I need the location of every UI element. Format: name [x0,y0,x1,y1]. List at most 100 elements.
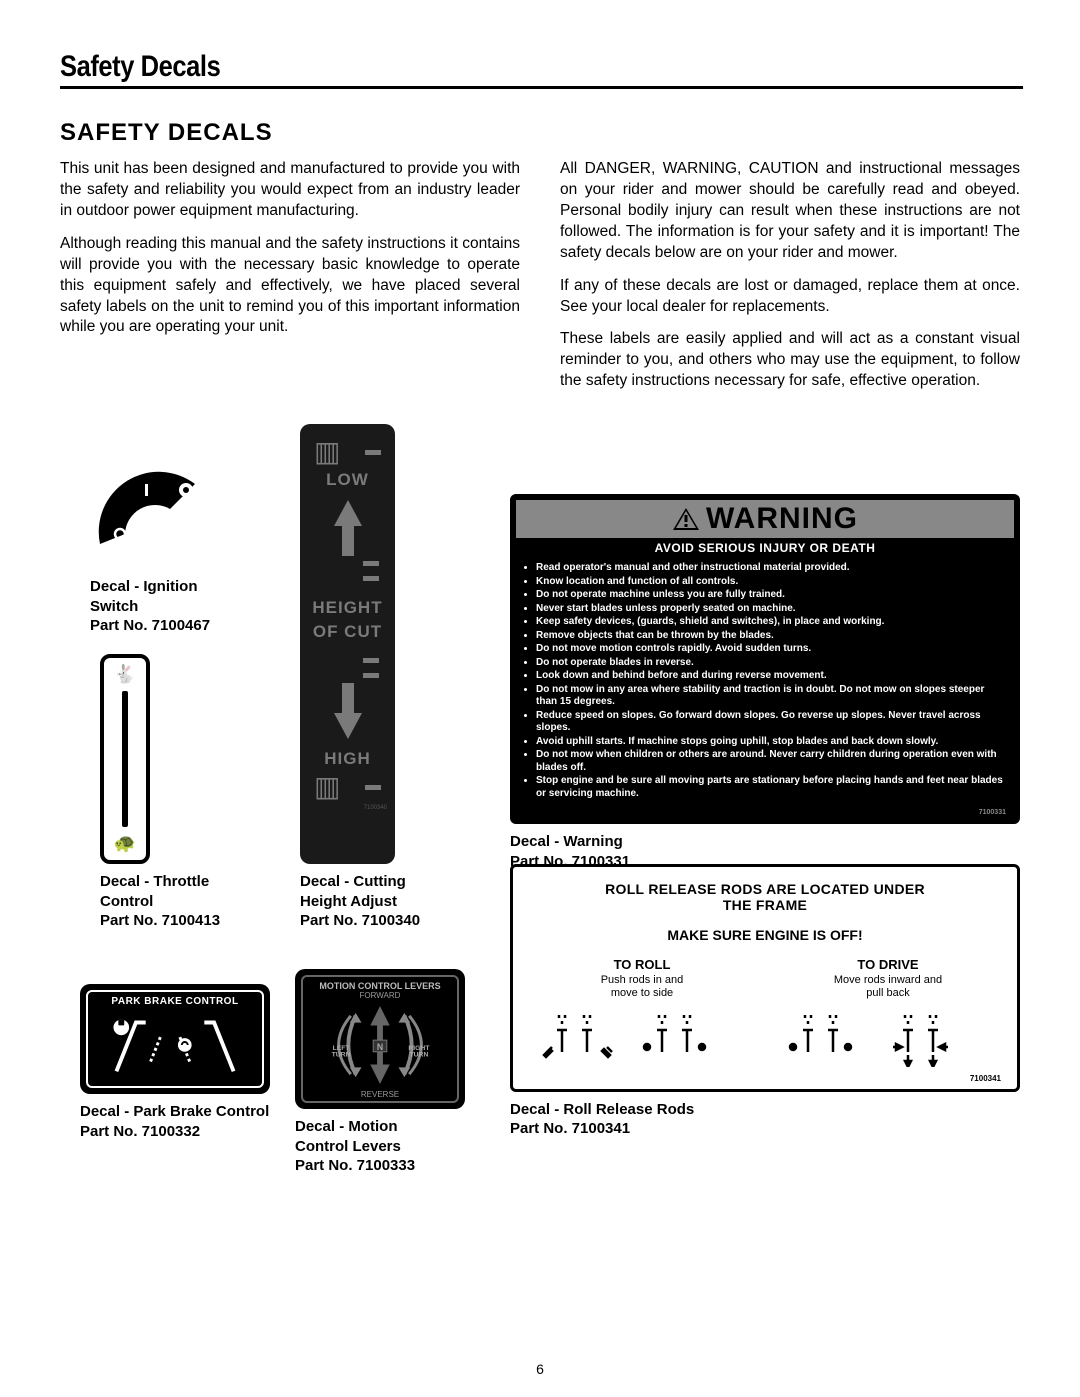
warning-banner-text: WARNING [706,502,858,536]
decal-caption: Decal - Ignition Switch Part No. 7100467 [90,577,210,636]
decal-ignition: Decal - Ignition Switch Part No. 7100467 [90,454,210,636]
roll-decal-icon: ROLL RELEASE RODS ARE LOCATED UNDER THE … [510,864,1020,1091]
motion-decal-icon: MOTION CONTROL LEVERS FORWARD N LEFT [295,969,465,1109]
parkbrake-diagram [92,1007,258,1079]
roll-toroll-diagram [529,1007,755,1067]
warning-bullet: Do not mow when children or others are a… [536,749,1004,774]
roll-todrive-diagram [775,1007,1001,1067]
decal-throttle: 🐇 🐢 Decal - Throttle Control Part No. 71… [100,654,220,931]
dash-group [308,653,387,683]
label-text: OF CUT [312,622,382,642]
caption-name: Decal - Ignition Switch [90,577,210,616]
decal-caption: Decal - Park Brake Control Part No. 7100… [80,1102,270,1141]
warning-bullet: Do not move motion controls rapidly. Avo… [536,643,1004,656]
height-decal-icon: ▥ LOW HEIGHT OF CUT HIGH ▥ [300,424,395,864]
svg-text:TURN: TURN [409,1052,428,1059]
warning-bullet: Keep safety devices, (guards, shield and… [536,616,1004,629]
warning-decal-icon: WARNING AVOID SERIOUS INJURY OR DEATH Re… [510,494,1020,824]
warning-bullet: Avoid uphill starts. If machine stops go… [536,736,1004,749]
dash-mark [365,785,381,790]
dash-mark [363,561,379,566]
caption-name: Decal - Park Brake Control [80,1102,270,1122]
roll-todrive-title: TO DRIVE [775,957,1001,972]
paragraph: If any of these decals are lost or damag… [560,276,1020,318]
height-high-label: HIGH [324,749,371,769]
grass-short-icon: ▥ [314,773,340,801]
dash-group [308,556,387,586]
warning-bullet: Know location and function of all contro… [536,576,1004,589]
caption-name: Decal - Warning [510,832,1020,852]
throttle-bar [122,691,128,827]
roll-col-toroll: TO ROLL Push rods in and move to side [529,957,755,1071]
svg-text:N: N [377,1042,383,1052]
arrow-shaft [342,683,354,713]
dash-mark [363,673,379,678]
warning-bullet: Look down and behind before and during r… [536,670,1004,683]
caption-name: Decal - Throttle Control [100,872,220,911]
arrow-shaft [342,526,354,556]
decal-caption: Decal - Cutting Height Adjust Part No. 7… [300,872,420,931]
roll-toroll-sub: Push rods in and move to side [529,974,755,1000]
caption-name: Decal - Roll Release Rods [510,1100,1020,1120]
height-low-label: LOW [326,470,369,490]
arrow-up-icon [334,500,362,526]
roll-h1: ROLL RELEASE RODS ARE LOCATED UNDER [529,881,1001,897]
paragraph: These labels are easily applied and will… [560,329,1020,392]
caption-part: Part No. 7100333 [295,1156,465,1176]
warning-bullet: Do not operate blades in reverse. [536,657,1004,670]
motion-forward: FORWARD [307,991,453,1000]
turtle-icon: 🐢 [114,833,136,854]
caption-name: Decal - Cutting Height Adjust [300,872,420,911]
subheading: SAFETY DECALS [60,119,1020,147]
roll-h2: MAKE SURE ENGINE IS OFF! [529,927,1001,943]
section-title: Safety Decals [60,50,1023,89]
intro-col-left: This unit has been designed and manufact… [60,159,520,404]
dash-mark [363,576,379,581]
roll-todrive-sub: Move rods inward and pull back [775,974,1001,1000]
svg-text:TURN: TURN [332,1052,351,1059]
warning-bullet: Do not mow in any area where stability a… [536,684,1004,709]
dash-mark [363,658,379,663]
decal-warning: WARNING AVOID SERIOUS INJURY OR DEATH Re… [510,494,1020,871]
paragraph: This unit has been designed and manufact… [60,159,520,222]
arrow-down-icon [334,713,362,739]
decal-caption: Decal - Motion Control Levers Part No. 7… [295,1117,465,1176]
parkbrake-title: PARK BRAKE CONTROL [92,996,258,1007]
warning-banner: WARNING [516,500,1014,538]
decal-motion: MOTION CONTROL LEVERS FORWARD N LEFT [295,969,465,1176]
decal-height: ▥ LOW HEIGHT OF CUT HIGH ▥ [300,424,420,931]
decals-area: Decal - Ignition Switch Part No. 7100467… [60,424,1020,1304]
paragraph: All DANGER, WARNING, CAUTION and instruc… [560,159,1020,264]
motion-reverse: REVERSE [307,1090,453,1099]
warning-bullet: Do not operate machine unless you are fu… [536,589,1004,602]
roll-toroll-title: TO ROLL [529,957,755,972]
warning-bullet: Never start blades unless properly seate… [536,603,1004,616]
caption-part: Part No. 7100467 [90,616,210,636]
motion-title: MOTION CONTROL LEVERS [307,981,453,991]
intro-col-right: All DANGER, WARNING, CAUTION and instruc… [560,159,1020,404]
roll-col-todrive: TO DRIVE Move rods inward and pull back [775,957,1001,1071]
warning-triangle-icon [672,507,700,531]
motion-diagram: N LEFT TURN RIGHT TURN [307,1000,453,1090]
label-text: HEIGHT [312,598,382,618]
page-number: 6 [0,1361,1080,1377]
throttle-decal-icon: 🐇 🐢 [100,654,150,864]
caption-part: Part No. 7100341 [510,1119,1020,1139]
decal-caption: Decal - Throttle Control Part No. 710041… [100,872,220,931]
decal-caption: Decal - Roll Release Rods Part No. 71003… [510,1100,1020,1139]
rabbit-icon: 🐇 [114,664,136,685]
parkbrake-decal-icon: PARK BRAKE CONTROL [80,984,270,1094]
ignition-switch-icon [90,454,210,564]
caption-part: Part No. 7100340 [300,911,420,931]
warning-bullet: Reduce speed on slopes. Go forward down … [536,710,1004,735]
caption-name: Decal - Motion Control Levers [295,1117,465,1156]
dash-mark [365,450,381,455]
caption-part: Part No. 7100332 [80,1122,270,1142]
paragraph: Although reading this manual and the saf… [60,234,520,339]
grass-tall-icon: ▥ [314,438,340,466]
height-mid-label: HEIGHT OF CUT [312,594,382,645]
warning-partno: 7100331 [516,809,1014,818]
decal-roll: ROLL RELEASE RODS ARE LOCATED UNDER THE … [510,864,1020,1138]
decal-parkbrake: PARK BRAKE CONTROL Decal - Park Brake Co… [80,984,270,1141]
warning-avoid: AVOID SERIOUS INJURY OR DEATH [516,538,1014,558]
